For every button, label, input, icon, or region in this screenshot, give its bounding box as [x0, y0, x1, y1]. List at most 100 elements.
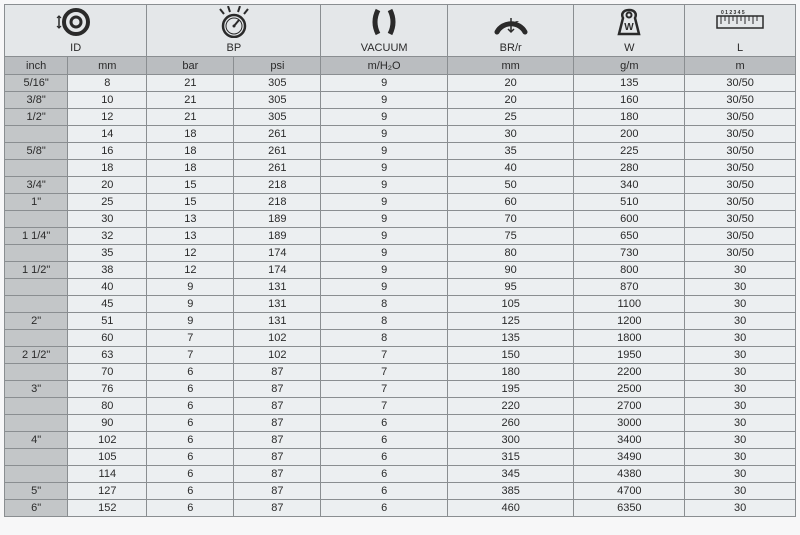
cell-mm: 76 [68, 381, 147, 398]
cell-psi: 102 [234, 330, 321, 347]
cell-bar: 6 [147, 415, 234, 432]
cell-inch [5, 398, 68, 415]
cell-l: 30/50 [685, 126, 796, 143]
cell-l: 30 [685, 483, 796, 500]
cell-l: 30 [685, 364, 796, 381]
cell-psi: 174 [234, 245, 321, 262]
cell-vacuum: 8 [321, 313, 448, 330]
cell-vacuum: 9 [321, 211, 448, 228]
cell-vacuum: 9 [321, 245, 448, 262]
header-icon-row: IDBPVACUUMBR/rWL [5, 5, 796, 57]
cell-l: 30 [685, 466, 796, 483]
cell-mm: 12 [68, 109, 147, 126]
cell-psi: 131 [234, 296, 321, 313]
table-row: 1 1/4"321318997565030/50 [5, 228, 796, 245]
header-label-l: L [685, 40, 795, 56]
cell-br: 25 [447, 109, 574, 126]
cell-l: 30 [685, 449, 796, 466]
cell-vacuum: 7 [321, 364, 448, 381]
cell-bar: 15 [147, 194, 234, 211]
cell-l: 30 [685, 279, 796, 296]
cell-mm: 25 [68, 194, 147, 211]
cell-psi: 261 [234, 126, 321, 143]
cell-mm: 102 [68, 432, 147, 449]
table-row: 2 1/2"6371027150195030 [5, 347, 796, 364]
cell-w: 4380 [574, 466, 685, 483]
cell-inch: 5" [5, 483, 68, 500]
cell-inch: 1/2" [5, 109, 68, 126]
cell-bar: 13 [147, 228, 234, 245]
cell-l: 30/50 [685, 194, 796, 211]
cell-inch: 4" [5, 432, 68, 449]
cell-psi: 131 [234, 279, 321, 296]
br-icon [491, 6, 531, 38]
table-row: 706877180220030 [5, 364, 796, 381]
cell-mm: 90 [68, 415, 147, 432]
cell-vacuum: 9 [321, 92, 448, 109]
cell-inch [5, 364, 68, 381]
cell-w: 200 [574, 126, 685, 143]
cell-l: 30/50 [685, 109, 796, 126]
cell-l: 30/50 [685, 160, 796, 177]
cell-psi: 87 [234, 415, 321, 432]
cell-bar: 12 [147, 262, 234, 279]
cell-psi: 261 [234, 160, 321, 177]
unit-w: g/m [574, 57, 685, 75]
cell-l: 30/50 [685, 75, 796, 92]
cell-mm: 80 [68, 398, 147, 415]
cell-w: 180 [574, 109, 685, 126]
cell-mm: 70 [68, 364, 147, 381]
cell-w: 1800 [574, 330, 685, 347]
l-icon [715, 6, 765, 38]
cell-psi: 102 [234, 347, 321, 364]
cell-br: 105 [447, 296, 574, 313]
table-row: 4591318105110030 [5, 296, 796, 313]
table-body: 5/16"82130592013530/503/8"10213059201603… [5, 75, 796, 517]
table-row: 351217498073030/50 [5, 245, 796, 262]
cell-vacuum: 9 [321, 75, 448, 92]
cell-w: 2700 [574, 398, 685, 415]
cell-bar: 15 [147, 177, 234, 194]
cell-bar: 18 [147, 160, 234, 177]
bp-icon [214, 6, 254, 38]
cell-psi: 305 [234, 92, 321, 109]
cell-l: 30/50 [685, 211, 796, 228]
cell-inch [5, 126, 68, 143]
cell-vacuum: 6 [321, 466, 448, 483]
cell-vacuum: 9 [321, 143, 448, 160]
cell-mm: 35 [68, 245, 147, 262]
cell-mm: 105 [68, 449, 147, 466]
table-row: 3/8"102130592016030/50 [5, 92, 796, 109]
cell-vacuum: 6 [321, 449, 448, 466]
table-row: 181826194028030/50 [5, 160, 796, 177]
cell-mm: 38 [68, 262, 147, 279]
cell-bar: 21 [147, 109, 234, 126]
cell-mm: 127 [68, 483, 147, 500]
cell-l: 30 [685, 262, 796, 279]
unit-psi: psi [234, 57, 321, 75]
cell-inch [5, 415, 68, 432]
cell-bar: 18 [147, 143, 234, 160]
cell-bar: 6 [147, 466, 234, 483]
header-vacuum: VACUUM [321, 5, 448, 57]
cell-inch: 5/16" [5, 75, 68, 92]
cell-vacuum: 8 [321, 296, 448, 313]
vacuum-icon [366, 6, 402, 38]
table-row: 1056876315349030 [5, 449, 796, 466]
unit-vacuum: m/H₂O [321, 57, 448, 75]
cell-bar: 6 [147, 483, 234, 500]
cell-br: 220 [447, 398, 574, 415]
table-row: 6071028135180030 [5, 330, 796, 347]
cell-psi: 87 [234, 364, 321, 381]
table-row: 3/4"201521895034030/50 [5, 177, 796, 194]
cell-inch [5, 211, 68, 228]
cell-w: 280 [574, 160, 685, 177]
cell-bar: 7 [147, 347, 234, 364]
unit-br: mm [447, 57, 574, 75]
cell-l: 30 [685, 415, 796, 432]
cell-w: 650 [574, 228, 685, 245]
cell-br: 180 [447, 364, 574, 381]
cell-w: 2500 [574, 381, 685, 398]
table-row: 5/8"161826193522530/50 [5, 143, 796, 160]
cell-psi: 218 [234, 177, 321, 194]
